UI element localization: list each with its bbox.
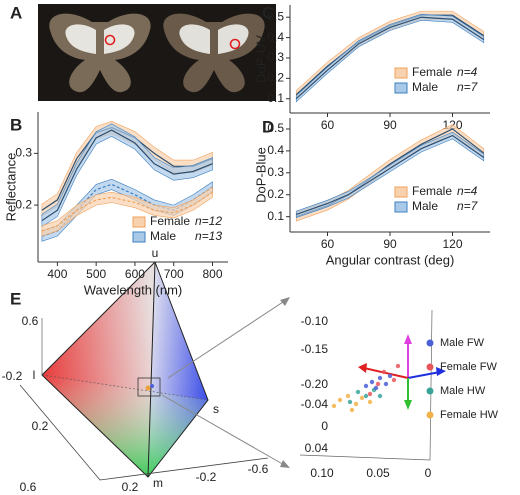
y-tick-label: 0.5 <box>267 121 284 135</box>
tick-label: 0.04 <box>305 441 329 455</box>
error-band <box>41 123 213 228</box>
legend-label: Female FW <box>440 361 497 373</box>
tick-label: 0.6 <box>20 480 37 494</box>
legend-n: n=13 <box>195 229 222 243</box>
tick-label: 0 <box>321 419 328 433</box>
legend-swatch <box>394 186 408 198</box>
tick-label: 0.05 <box>366 466 390 480</box>
legend-swatch <box>394 82 408 94</box>
legend-label: Male <box>412 199 438 213</box>
x-axis-label: Angular contrast (deg) <box>326 252 455 267</box>
panel-letter: E <box>10 289 21 308</box>
legend-swatch <box>394 201 408 213</box>
scatter-3d <box>299 309 446 461</box>
tick-label: -0.15 <box>301 342 329 356</box>
series-line <box>296 134 485 216</box>
x-tick-label: 60 <box>321 118 335 132</box>
x-tick-label: 600 <box>125 267 145 281</box>
tick-label: 0.2 <box>122 480 139 494</box>
error-band <box>295 13 485 103</box>
x-tick-label: 700 <box>164 267 184 281</box>
y-tick-label: 0.2 <box>267 71 284 85</box>
butterfly-photo <box>38 4 276 101</box>
y-tick-label: 0.4 <box>267 30 284 44</box>
x-tick-label: 120 <box>442 237 462 251</box>
tick-label: -0.6 <box>248 462 269 476</box>
y-tick-label: 0.3 <box>15 146 32 160</box>
x-tick-label: 90 <box>383 237 397 251</box>
x-axis-label: Wavelength (nm) <box>84 282 183 297</box>
y-tick-label: 0.3 <box>267 50 284 64</box>
legend-label: Male HW <box>440 385 486 397</box>
tick-label: 0 <box>425 466 432 480</box>
y-tick-label: 0.4 <box>267 143 284 157</box>
tick-label: -0.04 <box>301 397 329 411</box>
tetrahedron <box>19 261 290 481</box>
tick-label: -0.2 <box>2 369 23 383</box>
x-tick-label: 90 <box>383 118 397 132</box>
legend-label: Male <box>150 229 176 243</box>
series-line <box>41 191 213 232</box>
vertex-label: s <box>213 402 219 416</box>
vertex-label: l <box>33 368 36 382</box>
x-tick-label: 60 <box>321 237 335 251</box>
series-line <box>41 129 213 222</box>
panel-letter: D <box>262 117 274 136</box>
legend-n: n=4 <box>457 184 478 198</box>
legend-n: n=7 <box>457 80 479 94</box>
legend-label: Female <box>412 184 452 198</box>
y-tick-label: 0.1 <box>267 91 284 105</box>
vertex-label: m <box>153 476 163 490</box>
y-axis-label: Reflectance <box>3 153 18 222</box>
legend-label: Male <box>412 80 438 94</box>
legend-n: n=7 <box>457 199 479 213</box>
y-tick-label: 0.2 <box>15 197 32 211</box>
legend-n: n=4 <box>457 65 478 79</box>
y-axis-label: DoP-UV <box>253 35 268 83</box>
tick-label: 0.6 <box>22 314 39 328</box>
x-tick-label: 500 <box>86 267 106 281</box>
tick-label: 0.2 <box>32 419 49 433</box>
legend-swatch <box>394 67 408 79</box>
y-tick-label: 0.3 <box>267 165 284 179</box>
tick-label: 0.10 <box>310 466 334 480</box>
legend-label: Female <box>412 65 452 79</box>
tick-label: -0.2 <box>196 470 217 484</box>
y-tick-label: 0.5 <box>267 9 284 23</box>
legend-n: n=12 <box>195 214 222 228</box>
series-line <box>295 16 485 100</box>
panel-letter: C <box>262 3 274 22</box>
y-tick-label: 0.1 <box>267 209 284 223</box>
y-tick-label: 0.2 <box>267 187 284 201</box>
panel-letter: B <box>10 115 22 134</box>
legend-label: Female <box>150 214 190 228</box>
x-tick-label: 800 <box>202 267 222 281</box>
x-tick-label: 400 <box>47 267 67 281</box>
legend-swatch <box>132 216 146 228</box>
tick-label: -0.20 <box>301 377 329 391</box>
vertex-label: u <box>152 246 159 260</box>
tick-label: -0.10 <box>301 314 329 328</box>
panel-letter: A <box>10 3 22 22</box>
y-axis-label: DoP-Blue <box>253 147 268 203</box>
legend-label: Male FW <box>440 337 485 349</box>
legend-label: Female HW <box>440 409 499 421</box>
legend-swatch <box>132 231 146 243</box>
